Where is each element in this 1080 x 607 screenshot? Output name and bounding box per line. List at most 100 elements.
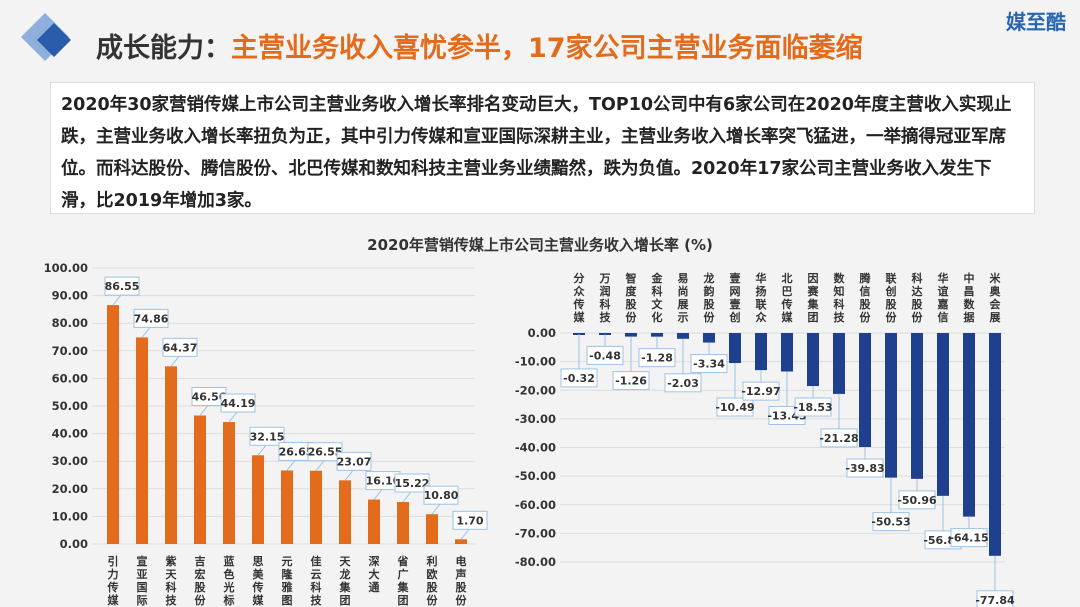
bar — [963, 333, 975, 517]
x-tick-label: 力 — [108, 567, 119, 581]
bar — [755, 333, 767, 371]
x-tick-label: 传 — [252, 580, 264, 594]
bar — [252, 455, 264, 544]
data-label-box — [742, 381, 780, 401]
data-label: 23.07 — [337, 455, 372, 468]
data-label: -3.34 — [693, 358, 725, 371]
bar — [107, 305, 119, 544]
x-tick-label: 媒 — [252, 593, 265, 607]
page-title: 成长能力：主营业务收入喜忧参半，17家公司主营业务面临萎缩 — [96, 33, 863, 64]
data-label: -21.28 — [819, 432, 858, 445]
x-tick-label: 雅 — [282, 580, 293, 594]
x-tick-label: 股 — [704, 298, 716, 311]
bar — [165, 366, 177, 544]
data-label: -10.49 — [715, 401, 754, 414]
x-tick-label: 天 — [166, 568, 178, 581]
x-tick-label: 媒 — [107, 593, 120, 607]
x-tick-label: 传 — [107, 580, 119, 594]
x-tick-label: 元 — [282, 555, 293, 568]
x-tick-label: 股 — [626, 298, 638, 311]
y-tick-label: 100.00 — [44, 261, 88, 275]
x-tick-label: 万 — [599, 272, 611, 285]
callout-line — [112, 294, 122, 306]
x-tick-label: 国 — [137, 581, 148, 594]
x-tick-label: 分 — [574, 271, 585, 285]
callout-line — [373, 489, 383, 500]
y-tick-label: 0.00 — [60, 537, 88, 551]
x-tick-label: 华 — [756, 271, 767, 285]
data-label-box — [976, 590, 1014, 607]
callout-line — [344, 470, 354, 481]
data-label: 1.70 — [456, 514, 483, 527]
x-tick-label: 润 — [600, 284, 611, 298]
bar — [833, 333, 845, 394]
x-tick-label: 示 — [677, 311, 689, 324]
y-tick-label: 10.00 — [52, 509, 88, 523]
x-tick-label: 份 — [626, 310, 638, 324]
y-tick-label: 40.00 — [52, 427, 88, 441]
data-label-box — [133, 308, 169, 328]
x-tick-label: 技 — [311, 593, 323, 607]
data-label: -1.28 — [641, 352, 673, 365]
x-tick-label: 引 — [108, 554, 119, 568]
brand-logo: 媒至酷 — [1006, 10, 1066, 34]
x-tick-label: 文 — [652, 297, 664, 311]
x-tick-label: 通 — [369, 581, 380, 594]
data-label: 46.56 — [192, 390, 227, 403]
x-tick-label: 团 — [398, 594, 409, 607]
x-tick-label: 传 — [781, 297, 793, 311]
x-tick-label: 度 — [626, 284, 638, 298]
x-tick-label: 赛 — [807, 284, 820, 298]
y-tick-label: 50.00 — [52, 399, 88, 413]
x-tick-label: 深 — [369, 554, 380, 568]
x-tick-label: 云 — [311, 568, 322, 581]
data-label: -77.84 — [975, 594, 1015, 607]
callout-line — [431, 503, 441, 515]
x-tick-label: 份 — [195, 593, 207, 607]
bar — [989, 333, 1001, 556]
bar — [703, 333, 715, 343]
data-label: -12.97 — [741, 385, 780, 398]
bar — [599, 333, 611, 335]
x-tick-label: 技 — [166, 593, 178, 607]
x-tick-label: 科 — [652, 284, 663, 298]
data-label-box — [872, 512, 910, 532]
data-label-box — [249, 426, 285, 446]
x-tick-label: 技 — [834, 310, 846, 324]
x-tick-label: 达 — [912, 284, 923, 298]
x-tick-label: 众 — [574, 284, 586, 298]
bar — [223, 422, 235, 544]
x-tick-label: 股 — [912, 298, 924, 311]
bar — [937, 333, 949, 496]
bar — [281, 470, 293, 544]
x-tick-label: 展 — [989, 311, 1002, 324]
x-tick-label: 传 — [573, 297, 585, 311]
x-tick-label: 份 — [704, 310, 716, 324]
y-tick-label: -70.00 — [515, 526, 556, 540]
x-tick-label: 团 — [340, 594, 351, 607]
data-label-box — [638, 348, 676, 368]
x-tick-label: 集 — [397, 580, 410, 594]
x-tick-label: 龙 — [339, 567, 351, 581]
x-tick-label: 媒 — [781, 310, 794, 324]
x-tick-label: 韵 — [704, 284, 715, 298]
x-tick-label: 易 — [678, 272, 689, 285]
data-label: -50.53 — [871, 516, 910, 529]
x-tick-label: 龙 — [703, 271, 715, 285]
x-tick-label: 份 — [456, 593, 468, 607]
data-label-box — [586, 345, 624, 365]
x-tick-label: 巴 — [782, 285, 793, 298]
x-tick-label: 光 — [223, 580, 235, 594]
x-tick-label: 股 — [860, 298, 872, 311]
x-tick-label: 科 — [912, 271, 923, 285]
x-tick-label: 股 — [456, 581, 468, 594]
x-tick-label: 蓝 — [224, 554, 235, 568]
x-tick-label: 份 — [427, 593, 439, 607]
bar — [194, 415, 206, 544]
x-tick-label: 腾 — [860, 271, 872, 285]
callout-line — [315, 460, 325, 472]
bar — [310, 470, 322, 544]
x-tick-label: 联 — [886, 271, 897, 285]
data-label: -0.48 — [589, 349, 621, 362]
x-tick-label: 据 — [964, 310, 975, 324]
